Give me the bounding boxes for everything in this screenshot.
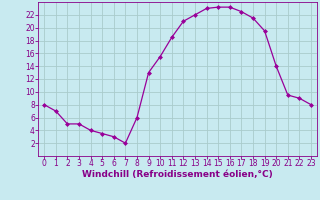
X-axis label: Windchill (Refroidissement éolien,°C): Windchill (Refroidissement éolien,°C) <box>82 170 273 179</box>
